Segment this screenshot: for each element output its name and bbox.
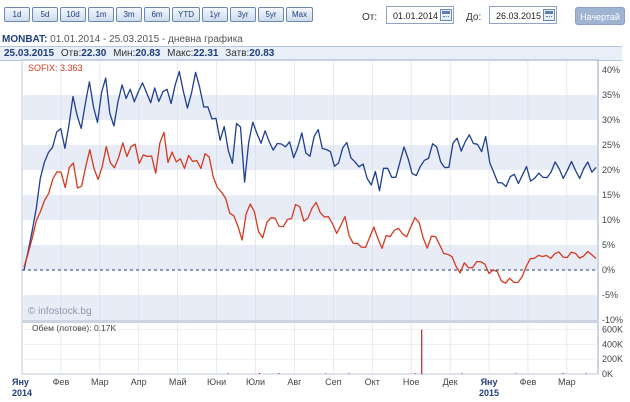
- x-tick-label: Юни: [207, 377, 226, 387]
- low-value: 20.83: [135, 48, 161, 59]
- x-tick-label: Окт: [365, 377, 380, 387]
- close-value: 20.83: [249, 48, 275, 59]
- y-tick-label: -5%: [602, 290, 618, 300]
- y-tick-label: 10%: [602, 215, 620, 225]
- to-label: До:: [466, 12, 482, 23]
- period-button-max[interactable]: Max: [286, 7, 314, 22]
- y-tick-label: 0%: [602, 265, 615, 275]
- volume-tick-label: 400K: [602, 339, 623, 349]
- x-tick-label: Дек: [443, 377, 458, 387]
- series-line: [23, 131, 597, 284]
- y-tick-label: 5%: [602, 240, 615, 250]
- symbol-label: MONBAT:: [2, 34, 48, 45]
- low-label: Мин:: [113, 48, 136, 59]
- volume-frame: [21, 321, 599, 375]
- y-tick-label: 20%: [602, 165, 620, 175]
- period-button-5yr[interactable]: 5yr: [258, 7, 284, 22]
- high-value: 22.31: [193, 48, 219, 59]
- period-button-3yr[interactable]: 3yr: [230, 7, 256, 22]
- chart-title: MONBAT: 01.01.2014 - 25.03.2015 - дневна…: [2, 34, 243, 45]
- year-label: 2015: [479, 388, 499, 398]
- from-label: От:: [362, 12, 378, 23]
- x-tick-label: Ное: [403, 377, 420, 387]
- y-tick-label: 15%: [602, 190, 620, 200]
- y-tick-label: 40%: [602, 65, 620, 75]
- period-button-10d[interactable]: 10d: [60, 7, 86, 22]
- draw-button[interactable]: Начертай: [575, 7, 625, 25]
- range-text: 01.01.2014 - 25.03.2015 - дневна графика: [50, 34, 243, 45]
- from-date-field[interactable]: 01.01.2014: [386, 6, 454, 24]
- x-tick-label: Сеп: [325, 377, 342, 387]
- x-tick-label: Фев: [520, 377, 537, 387]
- open-label: Отв:: [60, 48, 82, 59]
- period-button-3m[interactable]: 3m: [116, 7, 142, 22]
- x-tick-label: Фев: [53, 377, 70, 387]
- from-date-value: 01.01.2014: [393, 11, 439, 21]
- calendar-icon[interactable]: [440, 9, 452, 21]
- volume-label: Обем (лотове): 0.17K: [32, 323, 117, 333]
- x-tick-label: Май: [169, 377, 187, 387]
- y-tick-label: -10%: [602, 315, 623, 325]
- volume-tick-label: 600K: [602, 325, 623, 335]
- period-button-1m[interactable]: 1m: [88, 7, 114, 22]
- x-tick-label: Мар: [91, 377, 109, 387]
- period-button-6m[interactable]: 6m: [144, 7, 170, 22]
- y-tick-label: 35%: [602, 90, 620, 100]
- calendar-icon[interactable]: [543, 9, 555, 21]
- period-button-ytd[interactable]: YTD: [172, 7, 200, 22]
- close-label: Затв:: [225, 48, 250, 59]
- legend-sofix: SOFIX: 3.363: [28, 63, 83, 73]
- period-button-1d[interactable]: 1d: [4, 7, 30, 22]
- watermark: © infostock.bg: [28, 306, 92, 317]
- year-label: 2014: [12, 388, 32, 398]
- period-button-5d[interactable]: 5d: [32, 7, 58, 22]
- to-date-value: 26.03.2015: [496, 11, 542, 21]
- period-button-1yr[interactable]: 1yr: [202, 7, 228, 22]
- volume-tick-label: 200K: [602, 354, 623, 364]
- grid-band: [23, 245, 597, 270]
- high-label: Макс:: [167, 48, 194, 59]
- period-button-group: 1d 5d 10d 1m 3m 6m YTD 1yr 3yr 5yr Max: [4, 7, 314, 22]
- y-tick-label: 30%: [602, 115, 620, 125]
- toolbar: 1d 5d 10d 1m 3m 6m YTD 1yr 3yr 5yr Max О…: [0, 0, 630, 34]
- x-tick-label: Юли: [246, 377, 265, 387]
- open-value: 22.30: [81, 48, 107, 59]
- x-tick-label: Апр: [131, 377, 147, 387]
- grid-band: [23, 195, 597, 220]
- x-tick-label: Яну: [481, 377, 498, 387]
- volume-tick-label: 0K: [602, 369, 613, 379]
- to-date-field[interactable]: 26.03.2015: [489, 6, 557, 24]
- x-tick-label: Авг: [287, 377, 302, 387]
- y-tick-label: 25%: [602, 140, 620, 150]
- quote-date: 25.03.2015: [4, 48, 55, 59]
- x-tick-label: Яну: [12, 377, 29, 387]
- series-line: [23, 70, 597, 271]
- x-tick-label: Мар: [558, 377, 576, 387]
- grid-band: [23, 295, 597, 320]
